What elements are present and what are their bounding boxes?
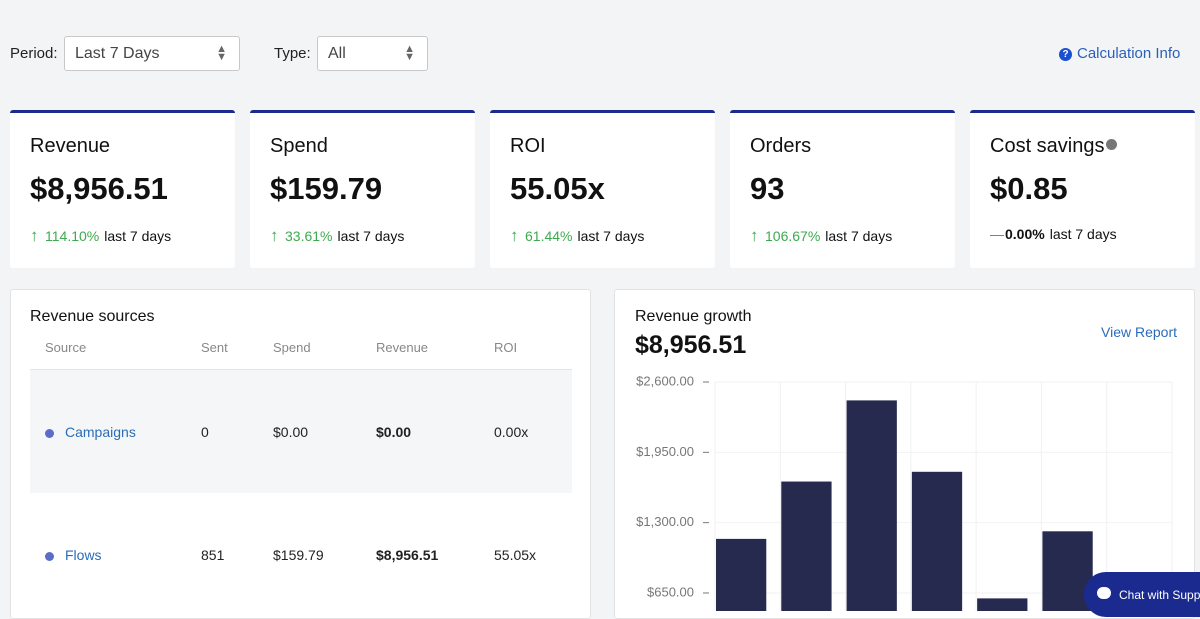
source-name[interactable]: Flows (65, 547, 102, 563)
kpi-change: ↑ 114.10% last 7 days (30, 226, 171, 246)
bar (846, 400, 897, 611)
kpi-card: Spend $159.79 ↑ 33.61% last 7 days (250, 110, 475, 268)
table-cell: 0 (201, 424, 209, 440)
kpi-change: ↑ 33.61% last 7 days (270, 226, 404, 246)
kpi-title: Orders (750, 135, 812, 157)
period-value: Last 7 Days (75, 45, 160, 62)
kpi-period: last 7 days (104, 228, 172, 244)
kpi-period: last 7 days (1049, 226, 1117, 242)
trend-up-icon: ↑ (30, 226, 39, 245)
chart-title: Revenue growth (635, 308, 752, 325)
calculation-info-link[interactable]: ? Calculation Info (1059, 45, 1180, 62)
kpi-change-value: 106.67% (765, 228, 821, 244)
bar (781, 481, 832, 611)
calculation-info: Calculation Info (1077, 45, 1181, 62)
kpi-change: ↑ 61.44% last 7 days (510, 226, 644, 246)
bar (716, 538, 767, 611)
table-cell: $0.00 (273, 424, 309, 440)
bar (911, 471, 963, 611)
kpi-change: —0.00% last 7 days (990, 226, 1117, 242)
column-header: Revenue (376, 340, 429, 355)
kpi-card: Revenue $8,956.51 ↑ 114.10% last 7 days (10, 110, 235, 268)
row-background (30, 370, 572, 493)
table-cell: $8,956.51 (376, 547, 439, 563)
kpi-change: ↑ 106.67% last 7 days (750, 226, 892, 246)
revenue-growth-panel: Revenue growth $8,956.51 View Report (614, 289, 1195, 619)
kpi-change-value: 33.61% (285, 228, 333, 244)
panel-title: Revenue sources (30, 308, 155, 325)
type-value: All (328, 45, 346, 62)
kpi-period: last 7 days (337, 228, 405, 244)
kpi-value: $8,956.51 (30, 171, 168, 206)
table-cell: $0.00 (376, 424, 412, 440)
chat-icon (1097, 587, 1111, 599)
period-label: Period: (10, 45, 58, 62)
chat-label: Chat with Support (1119, 588, 1200, 602)
y-tick-label: $1,300.00 (636, 514, 694, 529)
kpi-value: $0.85 (990, 171, 1068, 206)
column-header: Source (45, 340, 87, 355)
bar (977, 598, 1028, 611)
select-arrows: ▲ ▼ (404, 43, 415, 63)
column-header: Spend (273, 340, 311, 355)
kpi-change-value: 0.00% (1005, 226, 1045, 242)
table-cell: 0.00x (494, 424, 529, 440)
kpi-change-value: 114.10% (45, 228, 100, 244)
table-cell: 55.05x (494, 547, 537, 563)
kpi-title: Cost savings (990, 135, 1117, 158)
kpi-title: Spend (270, 135, 328, 157)
kpi-card: Orders 93 ↑ 106.67% last 7 days (730, 110, 955, 268)
table-cell: 851 (201, 547, 225, 563)
type-label: Type: (274, 45, 311, 62)
y-tick-label: $1,950.00 (636, 444, 694, 459)
kpi-period: last 7 days (577, 228, 645, 244)
select-arrows: ▲ ▼ (216, 43, 227, 63)
table-cell: $159.79 (273, 547, 324, 563)
trend-up-icon: ↑ (270, 226, 279, 245)
kpi-card: Cost savings $0.85 —0.00% last 7 days (970, 110, 1195, 268)
revenue-sources-panel: Revenue sources Source Sent Spend Revenue RO… (10, 289, 591, 619)
trend-flat-icon: — (990, 226, 1004, 242)
kpi-card: ROI 55.05x ↑ 61.44% last 7 days (490, 110, 715, 268)
y-tick-label: $2,600.00 (636, 373, 694, 388)
chart-subtitle: $8,956.51 (635, 331, 747, 359)
help-icon: ? (1059, 48, 1072, 61)
source-name[interactable]: Campaigns (65, 424, 136, 440)
column-header: ROI (494, 340, 518, 355)
kpi-title: ROI (510, 135, 546, 157)
type-select[interactable]: All ▲ ▼ (317, 36, 428, 71)
y-tick-label: $650.00 (647, 584, 694, 599)
view-report-link[interactable]: View Report (1101, 324, 1178, 340)
kpi-period: last 7 days (825, 228, 893, 244)
trend-up-icon: ↑ (510, 226, 519, 245)
kpi-value: $159.79 (270, 171, 383, 206)
chat-button[interactable]: Chat with Support (1084, 572, 1200, 617)
source-dot (45, 552, 54, 561)
source-dot (45, 429, 54, 438)
info-icon[interactable] (1105, 139, 1117, 150)
chart: $650.00 $1,300.00 $1,950.00 $2,600.00 (636, 373, 1173, 611)
kpi-change-value: 61.44% (525, 228, 573, 244)
column-header: Sent (201, 340, 228, 355)
kpi-value: 93 (750, 171, 785, 206)
kpi-title: Revenue (30, 135, 111, 157)
trend-up-icon: ↑ (750, 226, 759, 245)
kpi-value: 55.05x (510, 171, 605, 206)
period-select[interactable]: Last 7 Days ▲ ▼ (64, 36, 240, 71)
